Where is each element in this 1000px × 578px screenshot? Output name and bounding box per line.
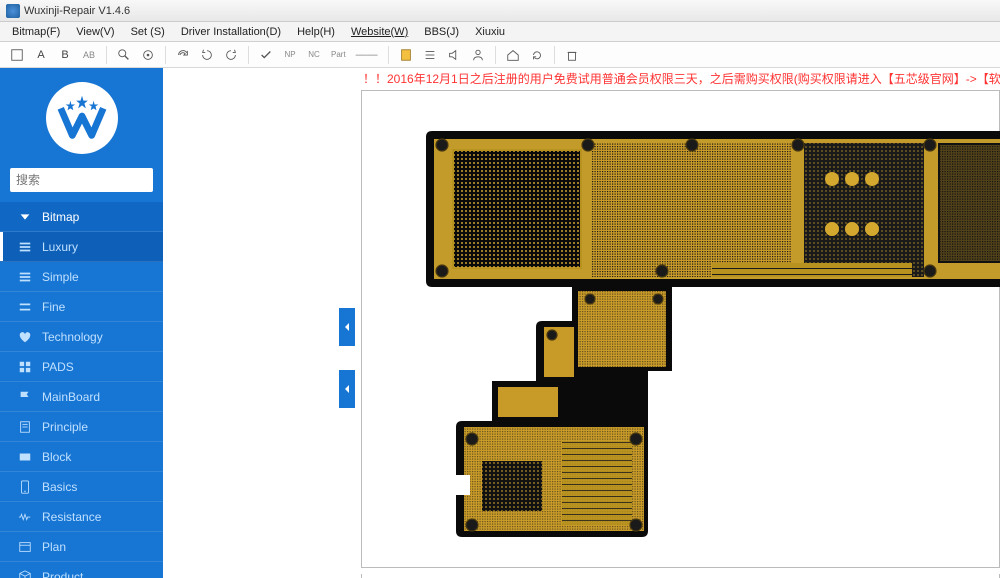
tool-user-icon[interactable] xyxy=(467,45,489,65)
sidebar-item-label: Simple xyxy=(42,270,79,284)
sidebar-item-basics[interactable]: Basics xyxy=(0,472,163,502)
logo-wrap xyxy=(0,74,163,168)
sidebar-item-bitmap[interactable]: Bitmap xyxy=(0,202,163,232)
phone-icon xyxy=(18,480,32,494)
tool-nc[interactable]: NC xyxy=(303,45,325,65)
window-title: Wuxinji-Repair V1.4.6 xyxy=(24,5,130,17)
grid-icon xyxy=(18,360,32,374)
lines-icon xyxy=(18,240,32,254)
tool-doc-icon[interactable] xyxy=(395,45,417,65)
tool-rotate-l-icon[interactable] xyxy=(196,45,218,65)
sidebar-item-product[interactable]: Product xyxy=(0,562,163,578)
tool-check-icon[interactable] xyxy=(255,45,277,65)
nav: Bitmap Luxury Simple Fine Technology PAD… xyxy=(0,202,163,578)
sidebar-item-label: Plan xyxy=(42,540,66,554)
flag-icon xyxy=(18,390,32,404)
sidebar-item-pads[interactable]: PADS xyxy=(0,352,163,382)
sidebar-item-simple[interactable]: Simple xyxy=(0,262,163,292)
sidebar-item-label: MainBoard xyxy=(42,390,100,404)
menu-view[interactable]: View(V) xyxy=(68,24,122,40)
logo xyxy=(46,82,118,154)
tool-a[interactable]: A xyxy=(30,45,52,65)
sidebar-item-label: Technology xyxy=(42,330,103,344)
sidebar-item-fine[interactable]: Fine xyxy=(0,292,163,322)
block-icon xyxy=(18,450,32,464)
menu-help[interactable]: Help(H) xyxy=(289,24,343,40)
tool-reload-icon[interactable] xyxy=(526,45,548,65)
sidebar-item-luxury[interactable]: Luxury xyxy=(0,232,163,262)
sidebar-item-label: Resistance xyxy=(42,510,101,524)
tool-home-icon[interactable] xyxy=(502,45,524,65)
menu-website[interactable]: Website(W) xyxy=(343,24,416,40)
sidebar-item-label: Block xyxy=(42,450,71,464)
tool-np[interactable]: NP xyxy=(279,45,301,65)
tool-seg[interactable]: —— xyxy=(352,45,382,65)
menu-bitmap[interactable]: Bitmap(F) xyxy=(4,24,68,40)
sidebar-item-resistance[interactable]: Resistance xyxy=(0,502,163,532)
sidebar-item-label: Luxury xyxy=(42,240,78,254)
menu-xiuxiu[interactable]: Xiuxiu xyxy=(467,24,513,40)
menu-set[interactable]: Set (S) xyxy=(123,24,173,40)
sidebar-item-technology[interactable]: Technology xyxy=(0,322,163,352)
plan-icon xyxy=(18,540,32,554)
workspace: Bitmap Luxury Simple Fine Technology PAD… xyxy=(0,68,1000,578)
board-frame[interactable] xyxy=(361,90,1000,568)
tool-part[interactable]: Part xyxy=(327,45,350,65)
tool-speaker-icon[interactable] xyxy=(443,45,465,65)
tool-trash-icon[interactable] xyxy=(561,45,583,65)
collapse-tabs xyxy=(339,308,355,408)
doc-icon xyxy=(18,420,32,434)
tool-target-icon[interactable] xyxy=(137,45,159,65)
lines-icon xyxy=(18,300,32,314)
sidebar-item-label: Basics xyxy=(42,480,77,494)
board-frame-2[interactable] xyxy=(361,574,1000,578)
sidebar-item-label: Fine xyxy=(42,300,65,314)
tool-zoom-icon[interactable] xyxy=(113,45,135,65)
sidebar-item-label: Principle xyxy=(42,420,88,434)
caret-down-icon xyxy=(18,210,32,224)
titlebar: Wuxinji-Repair V1.4.6 xyxy=(0,0,1000,22)
tool-list-icon[interactable] xyxy=(419,45,441,65)
lines-icon xyxy=(18,270,32,284)
toolbar: A B AB NP NC Part —— xyxy=(0,42,1000,68)
search-input[interactable] xyxy=(16,173,171,187)
tool-page-icon[interactable] xyxy=(6,45,28,65)
notice-banner: ！！2016年12月1日之后注册的用户免费试用普通会员权限三天，之后需购买权限(… xyxy=(363,70,1000,87)
sidebar: Bitmap Luxury Simple Fine Technology PAD… xyxy=(0,68,163,578)
search-box[interactable] xyxy=(10,168,153,192)
sidebar-item-label: Bitmap xyxy=(42,210,79,224)
tool-b[interactable]: B xyxy=(54,45,76,65)
tool-refresh-icon[interactable] xyxy=(172,45,194,65)
canvas-area: ！！2016年12月1日之后注册的用户免费试用普通会员权限三天，之后需购买权限(… xyxy=(163,68,1000,578)
sidebar-item-plan[interactable]: Plan xyxy=(0,532,163,562)
menubar: Bitmap(F) View(V) Set (S) Driver Install… xyxy=(0,22,1000,42)
tool-rotate-r-icon[interactable] xyxy=(220,45,242,65)
pcb-main xyxy=(412,121,1000,561)
res-icon xyxy=(18,510,32,524)
collapse-tab-1[interactable] xyxy=(339,308,355,346)
heart-icon xyxy=(18,330,32,344)
sidebar-item-mainboard[interactable]: MainBoard xyxy=(0,382,163,412)
sidebar-item-label: Product xyxy=(42,570,83,578)
menu-bbs[interactable]: BBS(J) xyxy=(416,24,467,40)
collapse-tab-2[interactable] xyxy=(339,370,355,408)
sidebar-item-label: PADS xyxy=(42,360,74,374)
menu-driver[interactable]: Driver Installation(D) xyxy=(173,24,289,40)
app-icon xyxy=(6,4,20,18)
sidebar-item-block[interactable]: Block xyxy=(0,442,163,472)
sidebar-item-principle[interactable]: Principle xyxy=(0,412,163,442)
cube-icon xyxy=(18,570,32,578)
tool-ab[interactable]: AB xyxy=(78,45,100,65)
